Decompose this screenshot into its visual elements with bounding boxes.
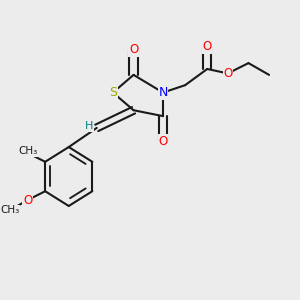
Text: N: N	[158, 86, 168, 99]
Text: S: S	[109, 86, 117, 99]
Text: O: O	[23, 194, 32, 207]
Text: O: O	[158, 135, 168, 148]
Text: O: O	[129, 43, 138, 56]
Text: O: O	[223, 67, 232, 80]
Text: H: H	[85, 122, 94, 131]
Text: CH₃: CH₃	[18, 146, 37, 157]
Text: O: O	[202, 40, 212, 53]
Text: CH₃: CH₃	[0, 206, 20, 215]
